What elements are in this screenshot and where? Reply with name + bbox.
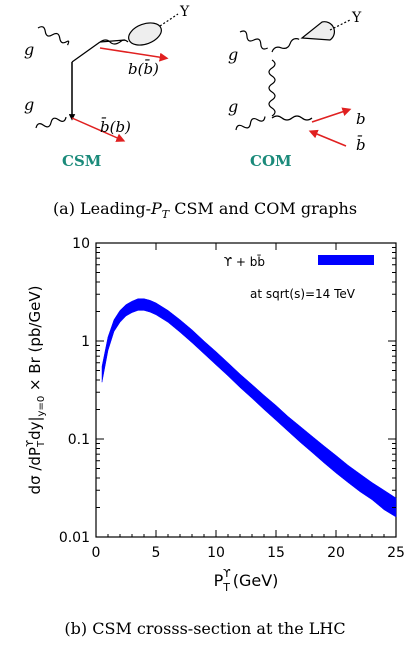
- csm-quark-bottom-label: b̄(b): [100, 118, 131, 136]
- x-tick-label: 25: [387, 545, 405, 561]
- com-quark-bottom: [308, 129, 347, 147]
- x-tick-label: 0: [92, 545, 101, 561]
- csm-label: CSM: [62, 152, 101, 170]
- com-meson-blob: [300, 21, 336, 41]
- csm-gluon-top-label: g: [24, 40, 34, 59]
- csm-gluon-top: [37, 26, 70, 46]
- energy-annotation: at sqrt(s)=14 TeV: [250, 287, 356, 301]
- csm-quark-top-label: b(b̄): [128, 60, 159, 78]
- y-tick-label: 0.01: [59, 530, 90, 546]
- caption-b: (b) CSM crosss-section at the LHC: [64, 619, 345, 638]
- csm-quark-bottom: [71, 117, 126, 142]
- com-quark-bottom-label: b̄: [356, 136, 366, 154]
- csm-meson-blob: [128, 22, 162, 46]
- x-tick-label: 20: [327, 545, 345, 561]
- y-tick-label: 1: [81, 334, 90, 350]
- cross-section-band: [101, 298, 397, 518]
- legend-swatch: [318, 255, 374, 265]
- com-gluon-right: [271, 38, 300, 53]
- csm-quark-top: [99, 47, 169, 62]
- x-tick-label: 5: [152, 545, 161, 561]
- com-gluon-bottom-label: g: [228, 97, 238, 116]
- y-axis-label: dσ /dPTϒdy|y=0 × Br (pb/GeV): [25, 286, 47, 495]
- legend-label: ϒ + bb̄: [224, 255, 265, 269]
- com-label: COM: [250, 152, 292, 170]
- csm-meson-label: Υ: [179, 4, 190, 20]
- com-gluon-top-label: g: [228, 45, 238, 64]
- plot-frame: [95, 242, 397, 538]
- com-gluon-top: [239, 30, 268, 50]
- x-tick-label: 10: [207, 545, 225, 561]
- caption-a: (a) Leading-PT CSM and COM graphs: [53, 199, 357, 221]
- csm-gluon-bottom: [35, 116, 67, 129]
- y-tick-label: 10: [72, 236, 90, 252]
- com-quark-top: [311, 107, 352, 123]
- com-gluon-vertical: [268, 59, 276, 117]
- x-axis-label: PTϒ (GeV): [214, 567, 279, 594]
- x-tick-label: 15: [267, 545, 285, 561]
- com-gluon-bottom: [235, 116, 266, 131]
- chart-b: 0 5 10 15 20 25 0.01 0.1 1 10 ϒ + bb̄ at sqrt(s)…: [25, 236, 405, 594]
- y-tick-label: 0.1: [68, 432, 90, 448]
- x-ticks: 0 5 10 15 20 25: [92, 243, 405, 561]
- com-diagram: Υ g g b b̄ COM: [228, 10, 366, 170]
- csm-gluon-bottom-label: g: [24, 95, 34, 114]
- com-meson-label: Υ: [351, 10, 362, 26]
- y-ticks: 0.01 0.1 1 10: [59, 236, 396, 546]
- csm-top-line: [71, 41, 101, 63]
- csm-diagram: Υ g g b(b̄) b̄(b) CSM: [24, 4, 190, 170]
- com-quark-top-label: b: [356, 110, 366, 128]
